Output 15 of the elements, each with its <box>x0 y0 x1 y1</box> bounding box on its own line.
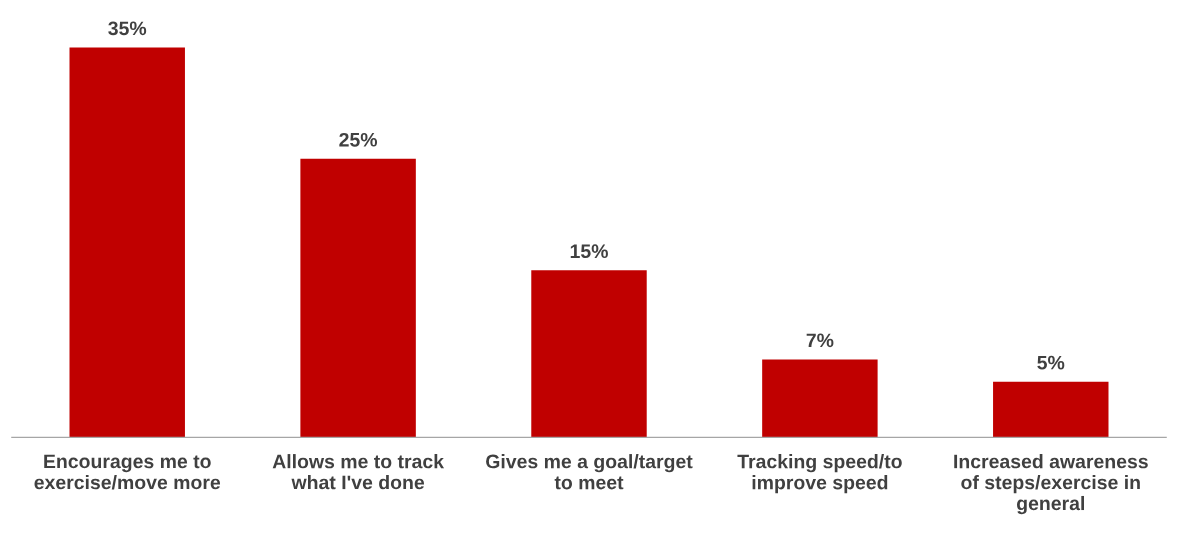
bar <box>69 47 185 438</box>
x-tick-label: Gives me a goal/target to meet <box>486 454 693 490</box>
data-label: 5% <box>1037 355 1065 370</box>
bar <box>300 158 416 438</box>
data-label: 7% <box>806 333 834 348</box>
data-label: 25% <box>339 132 378 147</box>
x-tick-label: Tracking speed/to improve speed <box>737 454 902 494</box>
bar <box>993 381 1109 438</box>
x-tick-label: Encourages me to exercise/move more <box>34 454 221 490</box>
x-tick-label: Allows me to track what I've done <box>272 454 445 490</box>
data-label: 35% <box>108 21 147 36</box>
bar <box>531 270 647 438</box>
data-label: 15% <box>570 244 608 259</box>
bar <box>762 359 878 438</box>
x-tick-label: Increased awareness of steps/exercise in general <box>954 454 1148 515</box>
